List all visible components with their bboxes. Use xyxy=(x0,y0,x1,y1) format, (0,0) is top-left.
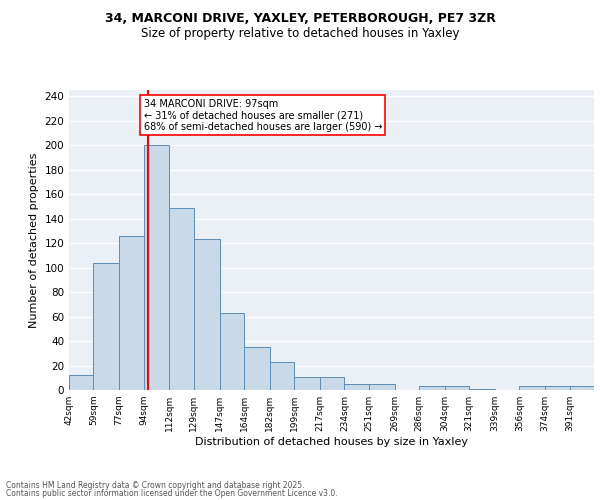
Y-axis label: Number of detached properties: Number of detached properties xyxy=(29,152,39,328)
X-axis label: Distribution of detached houses by size in Yaxley: Distribution of detached houses by size … xyxy=(195,437,468,447)
Bar xyxy=(94,262,119,390)
Bar xyxy=(545,386,569,390)
Bar xyxy=(244,347,270,390)
Text: Size of property relative to detached houses in Yaxley: Size of property relative to detached ho… xyxy=(141,28,459,40)
Bar xyxy=(520,386,545,390)
Bar xyxy=(119,236,143,390)
Bar xyxy=(569,386,594,390)
Text: Contains HM Land Registry data © Crown copyright and database right 2025.: Contains HM Land Registry data © Crown c… xyxy=(6,480,305,490)
Bar xyxy=(320,376,344,390)
Bar xyxy=(469,389,495,390)
Bar xyxy=(194,240,220,390)
Text: 34, MARCONI DRIVE, YAXLEY, PETERBOROUGH, PE7 3ZR: 34, MARCONI DRIVE, YAXLEY, PETERBOROUGH,… xyxy=(104,12,496,26)
Bar xyxy=(69,376,94,390)
Bar xyxy=(419,386,445,390)
Bar xyxy=(445,386,469,390)
Bar xyxy=(169,208,194,390)
Bar xyxy=(294,376,320,390)
Bar xyxy=(369,384,395,390)
Bar xyxy=(270,362,294,390)
Bar xyxy=(344,384,369,390)
Text: 34 MARCONI DRIVE: 97sqm
← 31% of detached houses are smaller (271)
68% of semi-d: 34 MARCONI DRIVE: 97sqm ← 31% of detache… xyxy=(143,98,382,132)
Text: Contains public sector information licensed under the Open Government Licence v3: Contains public sector information licen… xyxy=(6,489,338,498)
Bar xyxy=(143,145,169,390)
Bar xyxy=(220,313,244,390)
